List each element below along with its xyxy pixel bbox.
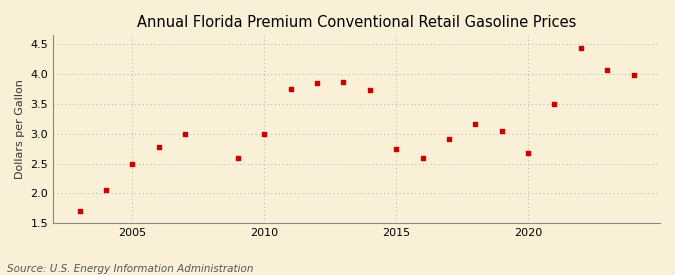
Point [470,121,481,126]
Point [628,73,639,78]
Point [364,88,375,92]
Point [522,151,533,156]
Point [74,209,85,213]
Point [153,145,164,149]
Point [127,161,138,166]
Point [338,80,349,84]
Point [496,128,507,133]
Point [312,81,323,85]
Point [259,131,269,136]
Point [443,137,454,141]
Title: Annual Florida Premium Conventional Retail Gasoline Prices: Annual Florida Premium Conventional Reta… [137,15,576,30]
Point [576,46,587,51]
Point [180,131,190,136]
Point [602,68,613,72]
Point [232,155,243,160]
Text: Source: U.S. Energy Information Administration: Source: U.S. Energy Information Administ… [7,264,253,274]
Point [101,188,111,192]
Point [286,87,296,91]
Y-axis label: Dollars per Gallon: Dollars per Gallon [15,79,25,179]
Point [391,146,402,151]
Point [417,155,428,160]
Point [549,102,560,106]
